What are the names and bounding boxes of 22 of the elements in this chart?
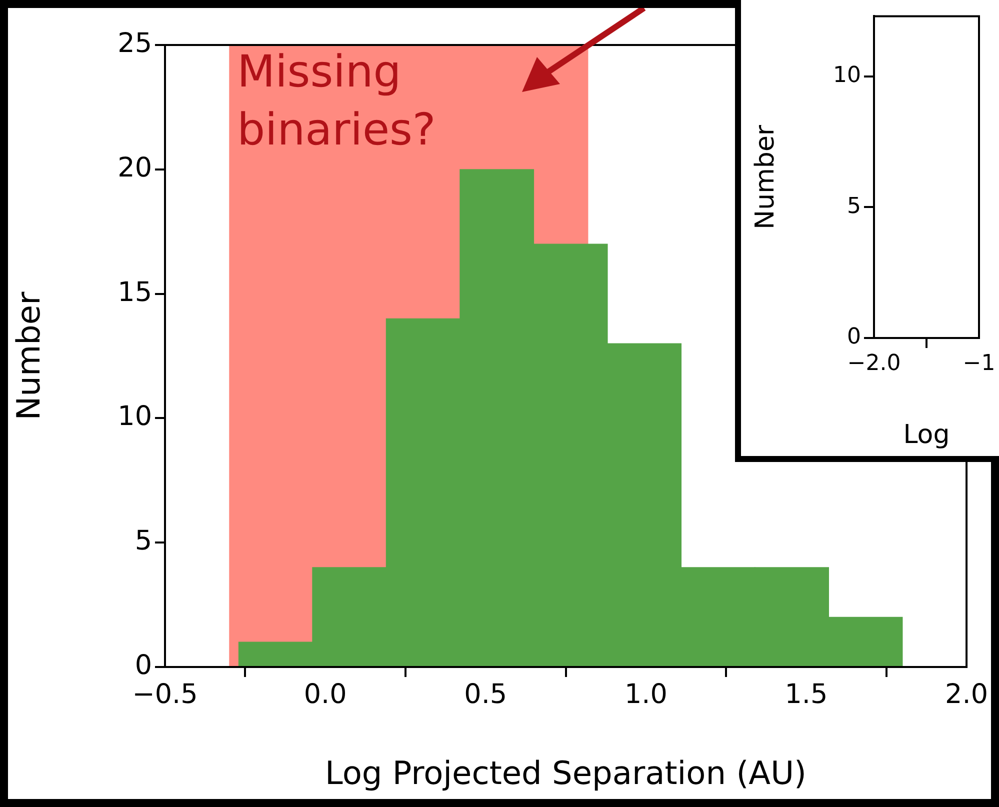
- x-tick-label: 0.5: [464, 679, 508, 710]
- x-tick-label: 1.0: [624, 679, 668, 710]
- x-tick-label: 2.0: [945, 679, 988, 710]
- y-tick-label: 25: [118, 28, 152, 60]
- y-tick-label: 5: [134, 526, 152, 557]
- x-tick-label: −0.5: [132, 679, 198, 710]
- y-tick-label: 10: [118, 401, 152, 432]
- band-label: Missing binaries?: [237, 46, 436, 156]
- y-tick-label: 0: [134, 650, 152, 682]
- y-tick-label: 20: [118, 152, 152, 184]
- y-tick-label: 15: [118, 276, 152, 308]
- y-tick-label: 10: [833, 63, 861, 88]
- x-tick-label: 0.0: [304, 679, 347, 710]
- x-axis-title: Log Projected Separation (AU): [325, 754, 806, 792]
- x-tick-label: 1.5: [784, 679, 828, 710]
- x-tick-label: −1: [962, 350, 996, 376]
- x-tick-label: −2.0: [847, 350, 901, 376]
- y-tick-label: 0: [847, 324, 861, 350]
- y-tick-label: 5: [847, 194, 861, 219]
- y-axis-title: Number: [10, 290, 48, 420]
- x-axis-title: Log: [903, 420, 950, 450]
- y-axis-title: Number: [750, 124, 780, 230]
